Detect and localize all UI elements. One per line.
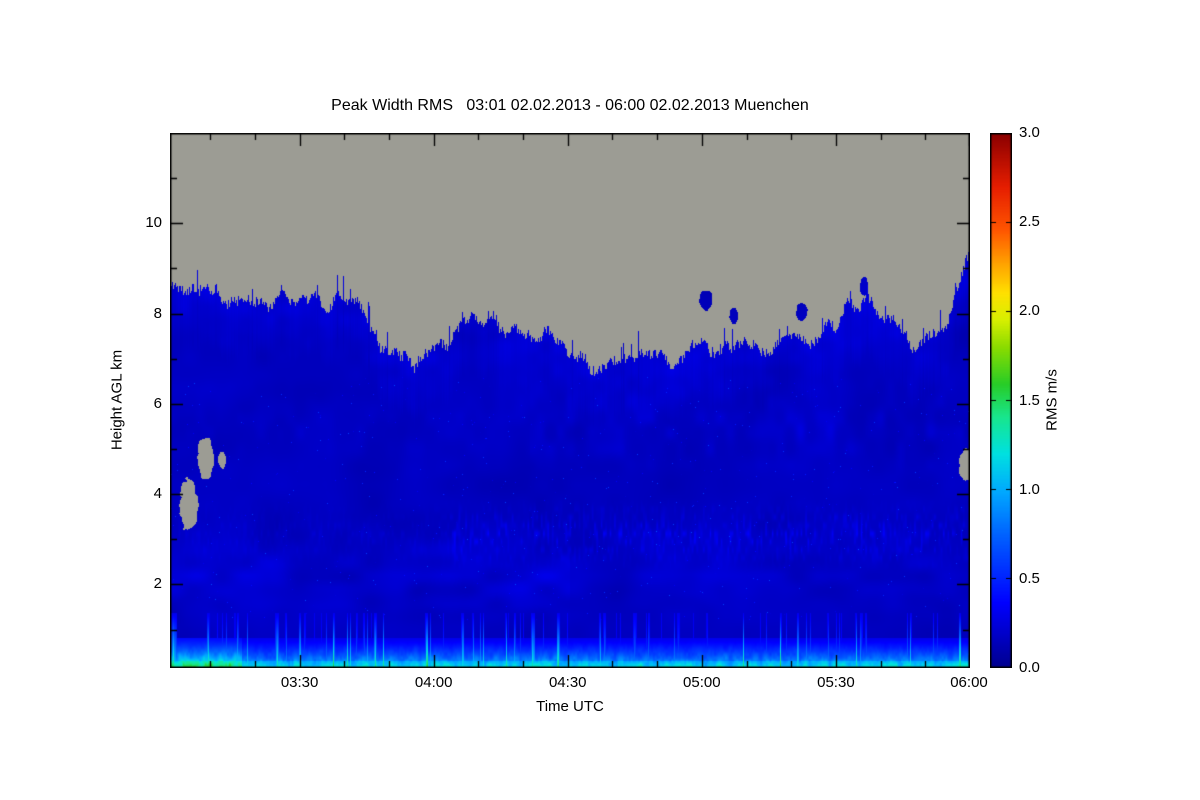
chart-title: Peak Width RMS 03:01 02.02.2013 - 06:00 … [331, 97, 809, 114]
colorbar-tick-label: 1.5 [1019, 391, 1040, 409]
x-tick-label: 04:00 [414, 674, 453, 691]
x-tick-label: 03:30 [280, 674, 319, 691]
x-axis-label: Time UTC [536, 698, 604, 715]
x-tick-label: 06:00 [950, 674, 988, 691]
y-tick-label: 6 [153, 394, 162, 412]
x-tick-label: 05:30 [817, 674, 855, 691]
colorbar-tick-label: 1.0 [1019, 480, 1040, 498]
colorbar-tick-label: 2.5 [1019, 213, 1040, 231]
colorbar [990, 133, 1012, 668]
heatmap-plot [170, 133, 970, 668]
y-tick-label: 10 [145, 214, 162, 232]
y-tick-label: 8 [153, 304, 162, 322]
colorbar-tick-label: 3.0 [1019, 124, 1040, 141]
y-tick-label: 2 [153, 575, 162, 593]
colorbar-tick-label: 2.0 [1019, 302, 1040, 320]
y-tick-label: 4 [153, 485, 162, 503]
x-tick-label: 05:00 [683, 674, 721, 691]
colorbar-tick-label: 0.5 [1019, 569, 1040, 587]
x-tick-label: 04:30 [548, 674, 587, 691]
colorbar-tick-label: 0.0 [1019, 659, 1040, 676]
